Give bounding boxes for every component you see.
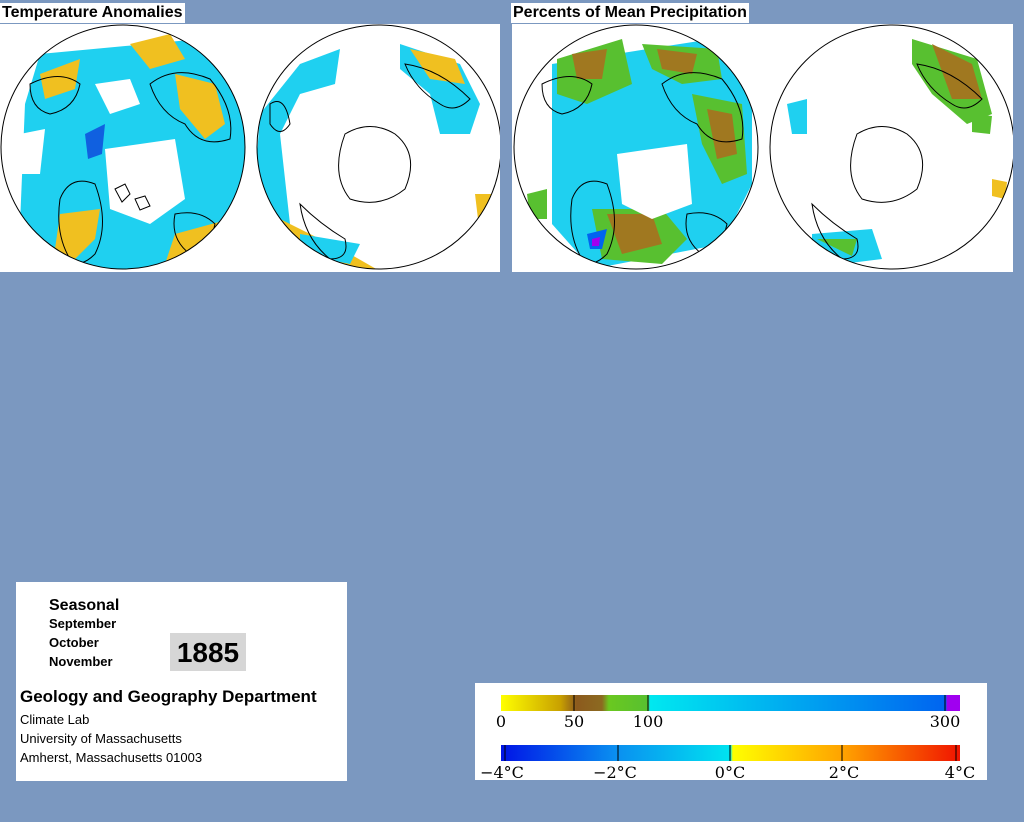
precip-tick-300: 300 — [930, 712, 961, 731]
season-label: Seasonal — [49, 597, 120, 614]
precipitation-map — [513, 24, 1013, 270]
month-september: September — [49, 616, 117, 631]
precip-tick-0: 0 — [496, 712, 506, 731]
legend-svg: 0 50 100 300 −4°C −2°C 0°C 2°C 4°C — [480, 695, 975, 780]
year-display: 1885 — [170, 633, 246, 671]
precipitation-north-hemisphere — [514, 25, 758, 269]
temperature-map-panel — [0, 24, 500, 272]
department-name: Geology and Geography Department — [20, 687, 317, 706]
temp-tick-0: 0°C — [715, 763, 745, 780]
month-october: October — [49, 635, 99, 650]
precip-tick-50: 50 — [564, 712, 584, 731]
month-november: November — [49, 654, 113, 669]
temperature-panel-title: Temperature Anomalies — [0, 3, 185, 23]
university-name: University of Massachusetts — [20, 731, 182, 746]
color-legend: 0 50 100 300 −4°C −2°C 0°C 2°C 4°C — [475, 683, 987, 780]
info-box: Seasonal September October November 1885… — [16, 582, 347, 781]
precipitation-map-panel — [512, 24, 1013, 272]
lab-name: Climate Lab — [20, 712, 90, 727]
precipitation-panel-title: Percents of Mean Precipitation — [511, 3, 749, 23]
address: Amherst, Massachusetts 01003 — [20, 750, 203, 765]
precip-tick-100: 100 — [633, 712, 664, 731]
temperature-south-hemisphere — [257, 25, 500, 269]
temperature-map — [0, 24, 500, 270]
temp-tick-4: 4°C — [945, 763, 975, 780]
precipitation-colorbar — [501, 695, 960, 711]
temperature-north-hemisphere — [1, 25, 245, 269]
precipitation-south-hemisphere — [770, 25, 1013, 269]
temp-tick-minus2: −2°C — [593, 763, 637, 780]
temp-tick-2: 2°C — [829, 763, 859, 780]
temp-tick-minus4: −4°C — [480, 763, 524, 780]
